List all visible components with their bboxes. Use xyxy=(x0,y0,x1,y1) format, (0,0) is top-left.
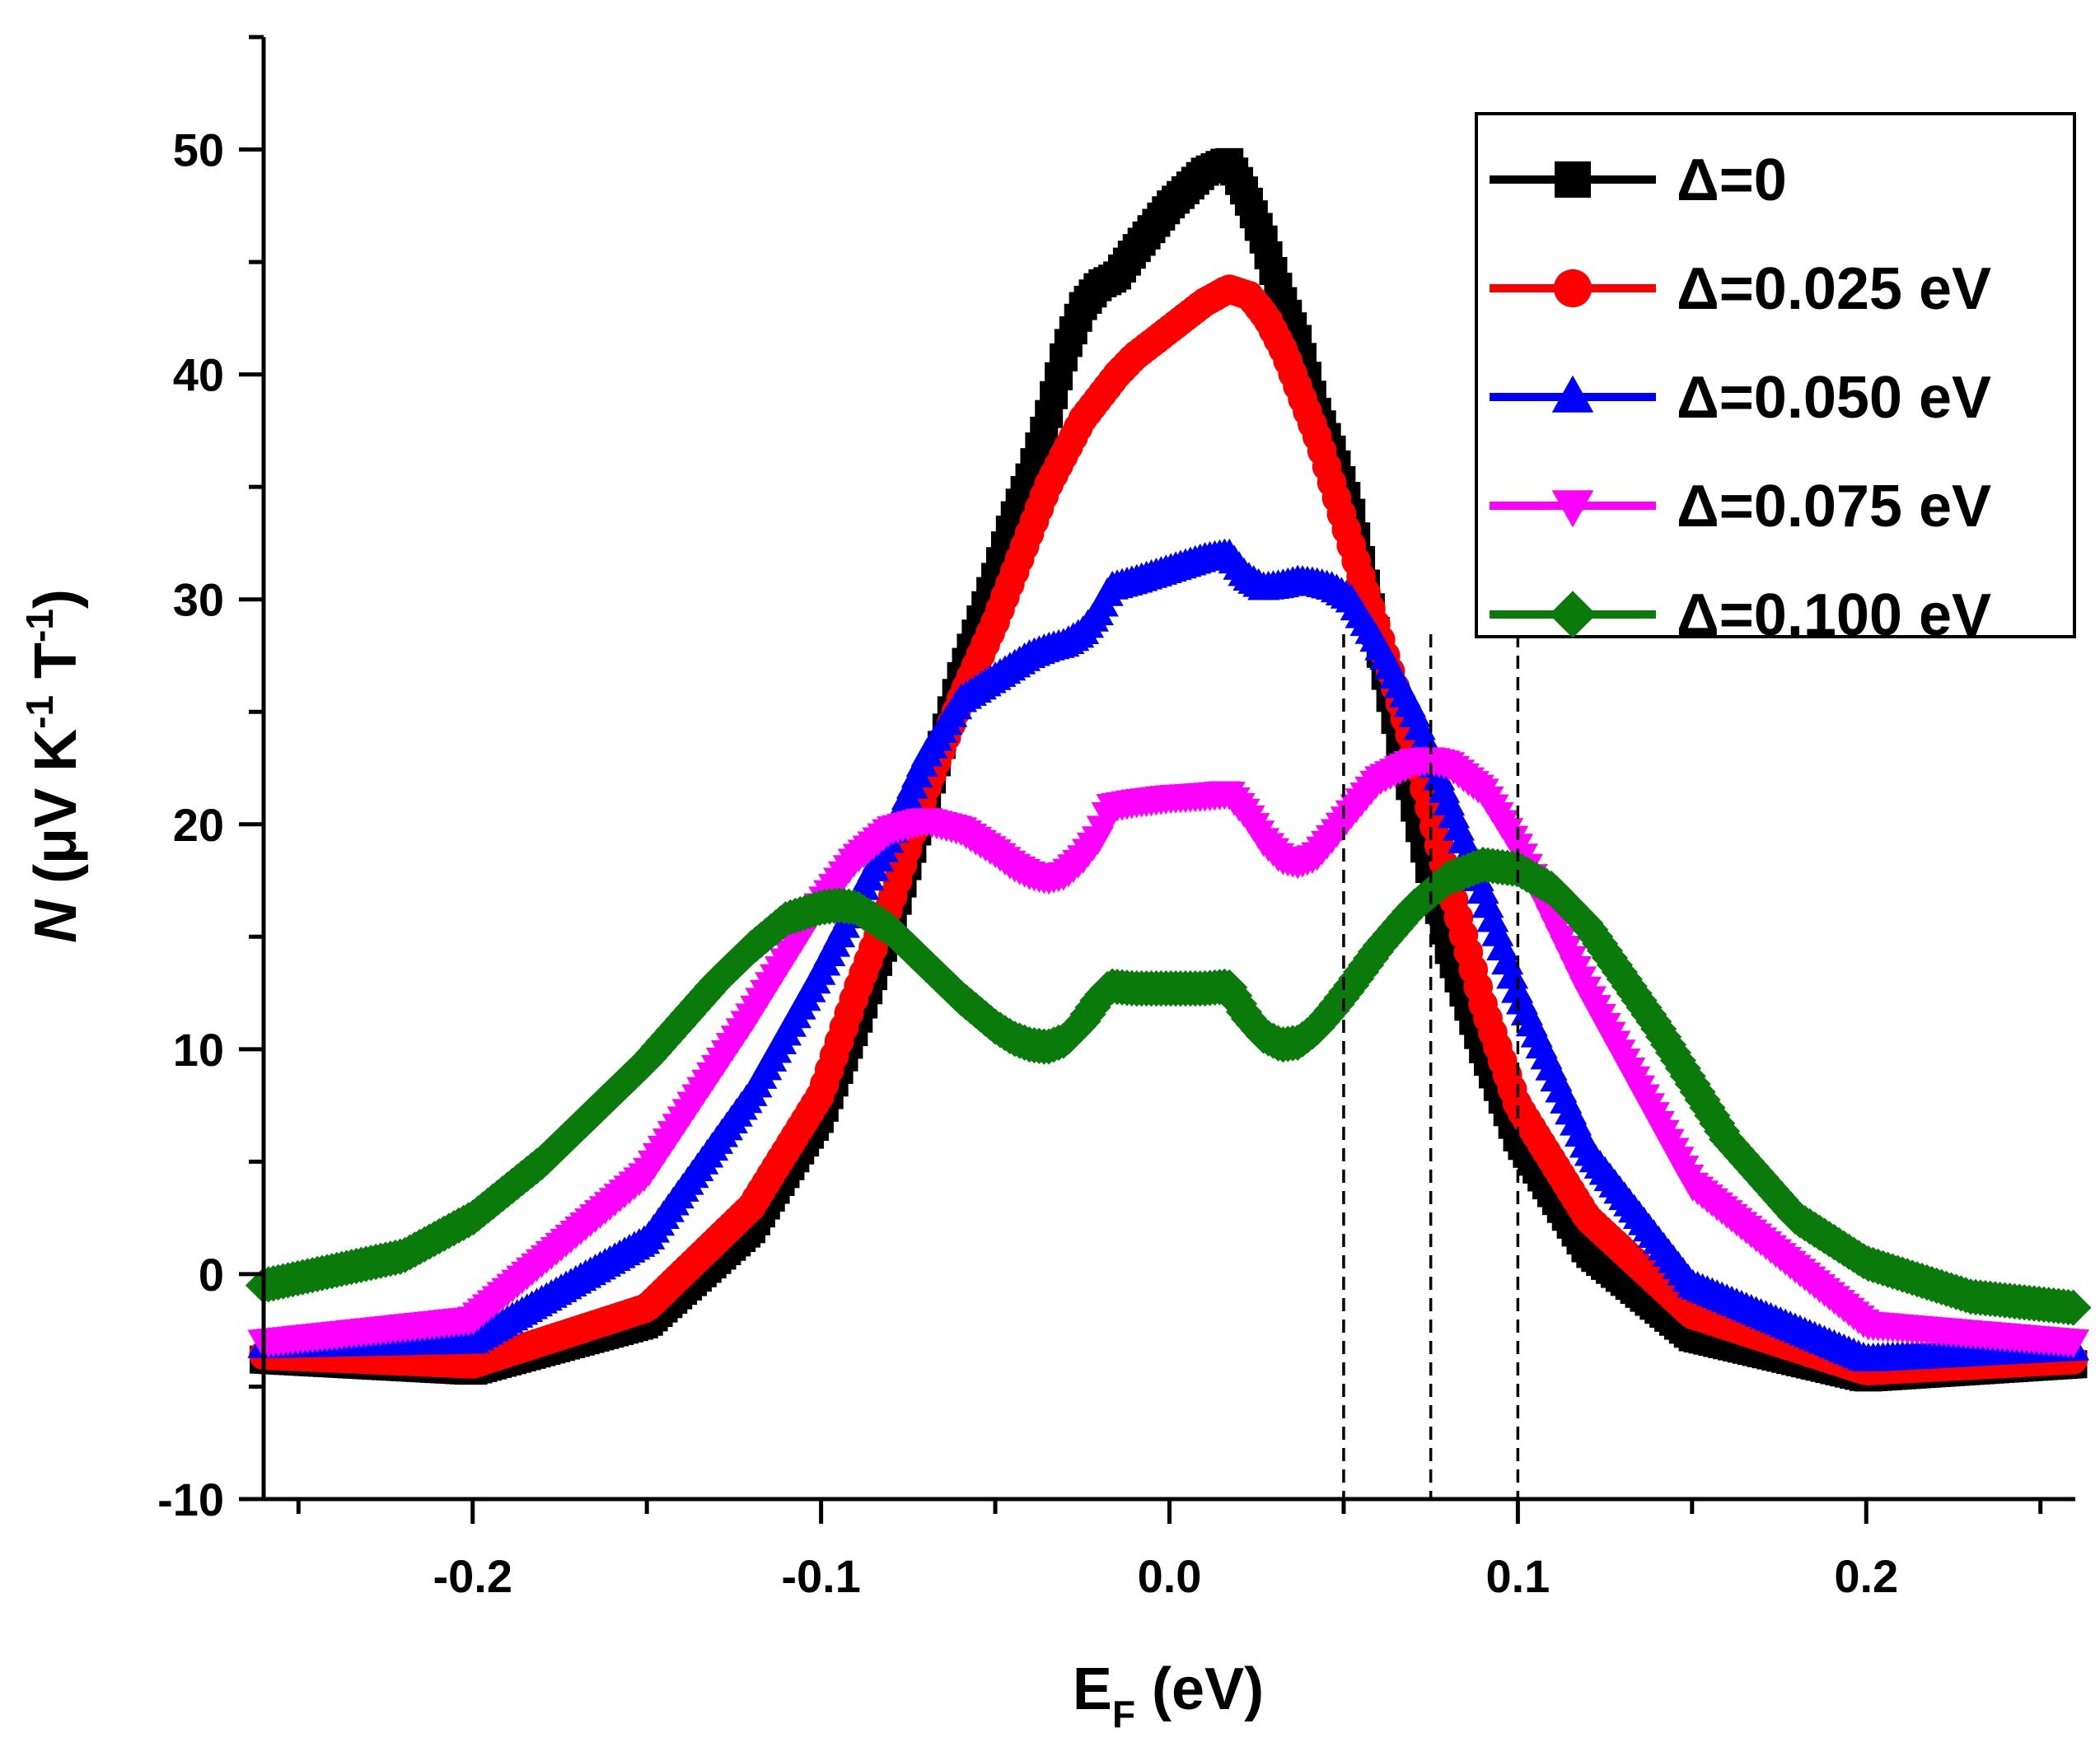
legend-box xyxy=(1475,112,2076,638)
data-point xyxy=(2055,1289,2092,1326)
legend-entry-delta-0-025: Δ=0.025 eV xyxy=(1490,256,1991,322)
x-tick-label: 0.1 xyxy=(1485,1550,1550,1602)
legend-swatch-marker xyxy=(1551,490,1594,528)
y-axis-title-symbol: N xyxy=(23,899,89,943)
y-tick-label: 20 xyxy=(173,799,224,851)
legend-label: Δ=0 xyxy=(1677,147,1787,213)
legend-label: Δ=0.050 eV xyxy=(1677,365,1991,431)
x-tick-label: 0.2 xyxy=(1834,1550,1898,1602)
legend-label: Δ=0.100 eV xyxy=(1677,582,1991,648)
ticks: -10 0 10 20 30 40 50 -0.2 -0.1 0.0 0.1 0.2 xyxy=(157,35,2043,1602)
series-delta-0-100 xyxy=(245,846,2092,1326)
legend-swatch-marker xyxy=(1551,375,1594,413)
legend: Δ=0 Δ=0.025 eV Δ=0.050 eV Δ=0.075 eV Δ=0.100… xyxy=(1475,112,2076,648)
y-axis-title-sup2: -1 xyxy=(18,609,61,642)
legend-swatch-marker xyxy=(1553,269,1593,308)
legend-entries: Δ=0 Δ=0.025 eV Δ=0.050 eV Δ=0.075 eV Δ=0.100… xyxy=(1490,147,1991,648)
y-tick-label: 0 xyxy=(199,1249,224,1301)
y-axis-title-unit-c: ) xyxy=(23,589,89,609)
x-axis-title: EF (eV) xyxy=(1073,1656,1264,1735)
y-tick-label: 30 xyxy=(173,574,224,626)
y-tick-label: 40 xyxy=(173,349,224,401)
legend-swatch-marker xyxy=(1555,161,1591,198)
x-axis-title-rest: (eV) xyxy=(1135,1656,1264,1722)
y-tick-label: 10 xyxy=(173,1024,224,1076)
y-tick-label: 50 xyxy=(173,124,224,176)
y-axis-title-unit-b: T xyxy=(23,642,89,695)
y-axis-title: N (μV K-1 T-1) xyxy=(18,589,89,943)
x-tick-label: 0.0 xyxy=(1138,1550,1202,1602)
legend-swatch-marker xyxy=(1549,591,1597,638)
x-axis-title-main: E xyxy=(1073,1656,1112,1722)
y-tick-label: -10 xyxy=(157,1474,224,1525)
legend-label: Δ=0.025 eV xyxy=(1677,256,1991,322)
y-axis-title-sup1: -1 xyxy=(18,695,61,729)
x-axis-title-sub: F xyxy=(1112,1693,1135,1735)
series-delta-0-050 xyxy=(247,538,2090,1372)
x-tick-label: -0.2 xyxy=(433,1550,512,1602)
legend-entry-delta-0-075: Δ=0.075 eV xyxy=(1490,474,1991,540)
series-line xyxy=(260,860,2079,1312)
series-delta-0-075 xyxy=(247,747,2090,1359)
series-layer xyxy=(245,147,2092,1392)
data-point xyxy=(2056,1329,2090,1359)
legend-entry-delta-0: Δ=0 xyxy=(1490,147,1787,213)
legend-entry-delta-0-100: Δ=0.100 eV xyxy=(1490,582,1991,648)
reference-lines xyxy=(1342,634,1520,1499)
y-axis-title-unit-a: (μV K xyxy=(23,729,89,900)
x-tick-label: -0.1 xyxy=(781,1550,861,1602)
legend-entry-delta-0-050: Δ=0.050 eV xyxy=(1490,365,1991,431)
legend-label: Δ=0.075 eV xyxy=(1677,474,1991,540)
